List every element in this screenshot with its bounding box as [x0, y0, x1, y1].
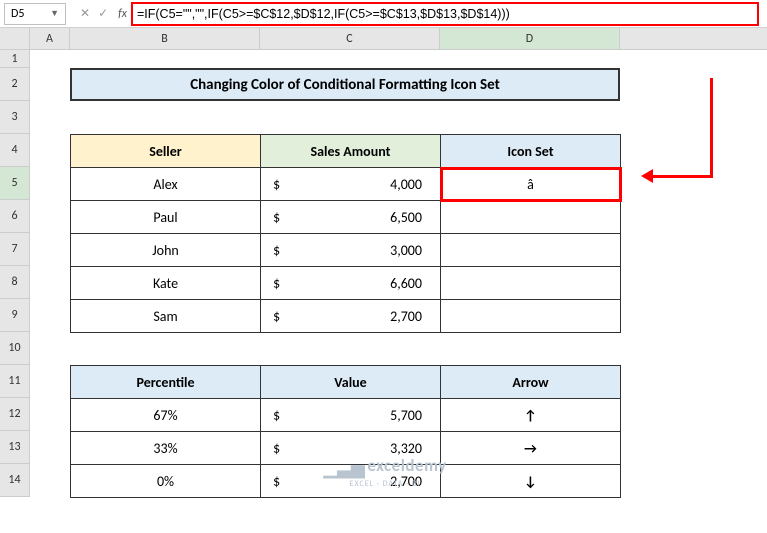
row-header-1[interactable]: 1: [0, 50, 30, 68]
arrow-up-icon[interactable]: ↑: [441, 399, 621, 432]
cell-seller[interactable]: Alex: [71, 168, 261, 201]
currency-symbol: $: [273, 440, 280, 457]
cell-seller[interactable]: Sam: [71, 300, 261, 333]
table-row: 67% $5,700 ↑: [71, 399, 621, 432]
callout-arrow-icon: [641, 169, 653, 183]
cell-value[interactable]: $5,700: [261, 399, 441, 432]
header-value: Value: [261, 366, 441, 399]
cell-seller[interactable]: John: [71, 234, 261, 267]
currency-symbol: $: [273, 209, 280, 226]
col-header-b[interactable]: B: [70, 28, 260, 49]
cell-d5-selected[interactable]: â: [441, 168, 621, 201]
currency-symbol: $: [273, 473, 280, 490]
formula-input[interactable]: [133, 4, 757, 24]
amount-value: 2,700: [390, 308, 422, 325]
cell-seller[interactable]: Paul: [71, 201, 261, 234]
row-header-2[interactable]: 2: [0, 68, 30, 101]
row-header-6[interactable]: 6: [0, 200, 30, 233]
value-number: 5,700: [390, 407, 422, 424]
header-sales: Sales Amount: [261, 135, 441, 168]
cell-pct[interactable]: 67%: [71, 399, 261, 432]
cell-icon[interactable]: [441, 267, 621, 300]
amount-value: 3,000: [390, 242, 422, 259]
header-arrow: Arrow: [441, 366, 621, 399]
row-header-5[interactable]: 5: [0, 167, 30, 200]
row-header-12[interactable]: 12: [0, 398, 30, 431]
value-number: 3,320: [390, 440, 422, 457]
cell-amount[interactable]: $2,700: [261, 300, 441, 333]
row-header-13[interactable]: 13: [0, 431, 30, 464]
row-header-11[interactable]: 11: [0, 365, 30, 398]
cell-icon[interactable]: [441, 234, 621, 267]
header-seller: Seller: [71, 135, 261, 168]
row-header-4[interactable]: 4: [0, 134, 30, 167]
cell-icon[interactable]: [441, 201, 621, 234]
watermark: ▁▃▅ exceldemy EXCEL · DATA · BI: [290, 455, 480, 489]
amount-value: 6,500: [390, 209, 422, 226]
sheet-body: 1 2 3 4 5 6 7 8 9 10 11 12 13 14 Changin…: [0, 50, 767, 497]
callout-line-vertical: [710, 78, 713, 175]
column-headers: A B C D: [0, 28, 767, 50]
col-header-c[interactable]: C: [260, 28, 440, 49]
header-percentile: Percentile: [71, 366, 261, 399]
watermark-chart-icon: ▁▃▅: [323, 457, 365, 479]
cell-amount[interactable]: $6,600: [261, 267, 441, 300]
cell-amount[interactable]: $4,000: [261, 168, 441, 201]
cell-pct[interactable]: 33%: [71, 432, 261, 465]
select-all-corner[interactable]: [0, 28, 30, 49]
table-header-row: Percentile Value Arrow: [71, 366, 621, 399]
row-header-7[interactable]: 7: [0, 233, 30, 266]
cell-icon[interactable]: [441, 300, 621, 333]
cell-grid[interactable]: Changing Color of Conditional Formatting…: [30, 50, 767, 497]
row-headers: 1 2 3 4 5 6 7 8 9 10 11 12 13 14: [0, 50, 30, 497]
header-iconset: Icon Set: [441, 135, 621, 168]
row-header-14[interactable]: 14: [0, 464, 30, 497]
name-box[interactable]: D5 ▼: [4, 3, 66, 25]
cell-pct[interactable]: 0%: [71, 465, 261, 498]
page-title: Changing Color of Conditional Formatting…: [70, 68, 620, 101]
cell-amount[interactable]: $6,500: [261, 201, 441, 234]
name-box-dropdown-icon[interactable]: ▼: [50, 8, 59, 19]
col-header-a[interactable]: A: [30, 28, 70, 49]
cancel-icon[interactable]: ✕: [80, 6, 90, 21]
table-row: Kate $6,600: [71, 267, 621, 300]
cell-amount[interactable]: $3,000: [261, 234, 441, 267]
row-header-10[interactable]: 10: [0, 332, 30, 365]
amount-value: 6,600: [390, 275, 422, 292]
fx-icon[interactable]: fx: [118, 7, 127, 21]
watermark-main: exceldemy: [367, 455, 446, 476]
currency-symbol: $: [273, 407, 280, 424]
watermark-sub: EXCEL · DATA · BI: [290, 479, 480, 489]
row-header-3[interactable]: 3: [0, 101, 30, 134]
cell-seller[interactable]: Kate: [71, 267, 261, 300]
currency-symbol: $: [273, 176, 280, 193]
amount-value: 4,000: [390, 176, 422, 193]
name-box-value: D5: [11, 7, 50, 21]
table-row: Paul $6,500: [71, 201, 621, 234]
currency-symbol: $: [273, 308, 280, 325]
callout-line-horizontal: [650, 175, 713, 178]
col-header-d[interactable]: D: [440, 28, 620, 49]
formula-bar-row: D5 ▼ ✕ ✓ fx: [0, 0, 767, 28]
table-row: John $3,000: [71, 234, 621, 267]
seller-table: Seller Sales Amount Icon Set Alex $4,000…: [70, 134, 621, 333]
currency-symbol: $: [273, 275, 280, 292]
formula-bar-icons: ✕ ✓: [80, 6, 108, 21]
currency-symbol: $: [273, 242, 280, 259]
table-row: Alex $4,000 â: [71, 168, 621, 201]
table-header-row: Seller Sales Amount Icon Set: [71, 135, 621, 168]
row-header-9[interactable]: 9: [0, 299, 30, 332]
table-row: Sam $2,700: [71, 300, 621, 333]
accept-icon[interactable]: ✓: [98, 6, 108, 21]
row-header-8[interactable]: 8: [0, 266, 30, 299]
